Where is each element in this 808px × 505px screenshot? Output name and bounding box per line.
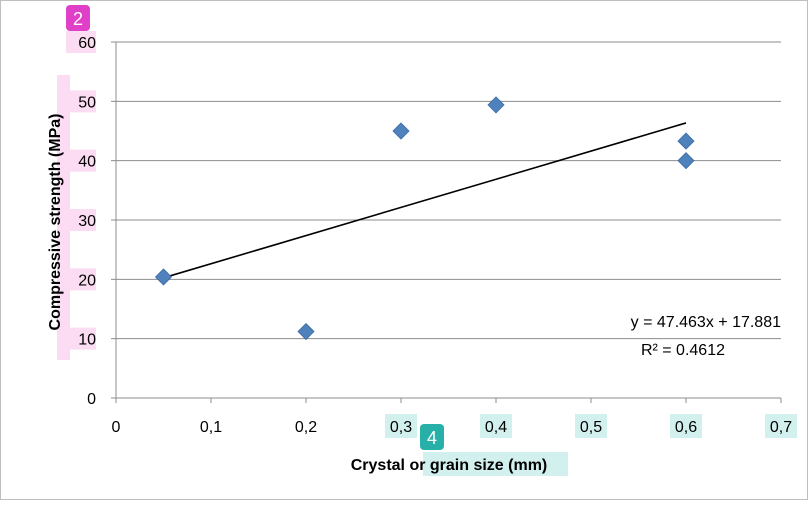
y-tick-label: 20 (78, 272, 96, 289)
data-point (392, 122, 410, 140)
callout-badge-4-label: 4 (427, 428, 437, 448)
x-tick-label: 0,2 (295, 419, 317, 436)
callout-badge-2-label: 2 (73, 9, 83, 29)
x-tick-highlight (480, 414, 512, 438)
x-tick-label: 0,7 (770, 419, 792, 436)
x-tick-label: 0,3 (390, 419, 412, 436)
data-point (297, 322, 315, 341)
x-axis-title: Crystal or grain size (mm) (351, 457, 548, 474)
data-point (677, 132, 695, 150)
data-points (154, 96, 695, 341)
x-tick-label: 0,4 (485, 419, 507, 436)
y-tick-marks (111, 41, 116, 399)
y-tick-highlight (66, 268, 96, 291)
y-tick-highlight (66, 31, 96, 53)
trendline-equation: y = 47.463x + 17.881 (631, 314, 781, 331)
y-tick-label: 60 (78, 35, 96, 52)
x-tick-highlight (575, 414, 607, 438)
x-tick-highlight (765, 414, 797, 438)
y-tick-highlight (66, 209, 96, 231)
y-tick-label: 30 (78, 213, 96, 230)
x-tick-label: 0,6 (675, 419, 697, 436)
data-point (487, 96, 505, 114)
callout-badge-4 (420, 424, 444, 450)
y-tick-label: 40 (78, 154, 96, 171)
trendline-r2: R² = 0.4612 (641, 342, 725, 359)
y-tick-highlight (66, 149, 96, 172)
x-tick-highlights (385, 414, 797, 438)
callout-badge-2 (66, 5, 90, 31)
x-tick-highlight (670, 414, 702, 438)
y-tick-labels: 0 10 20 30 40 50 60 (78, 35, 96, 408)
data-point (154, 268, 173, 286)
x-tick-label: 0,1 (200, 419, 222, 436)
data-point (677, 152, 695, 170)
gridlines (116, 41, 781, 340)
y-tick-label: 50 (78, 94, 96, 111)
x-tick-label: 0 (112, 419, 121, 436)
xlabel-highlight (423, 452, 568, 476)
x-tick-marks (115, 398, 782, 403)
y-axis-title: Compressive strength (MPa) (47, 114, 64, 331)
y-tick-label: 10 (78, 332, 96, 349)
y-tick-highlight (66, 327, 96, 350)
x-tick-labels: 0 0,1 0,2 0,3 0,4 0,5 0,6 0,7 (112, 419, 793, 436)
y-tick-highlight (66, 90, 96, 113)
x-tick-label: 0,5 (580, 419, 602, 436)
trendline (163, 122, 687, 279)
y-tick-highlights (66, 31, 96, 350)
y-tick-label: 0 (87, 391, 96, 408)
ylabel-highlight (57, 75, 70, 360)
x-tick-highlight (385, 414, 417, 438)
